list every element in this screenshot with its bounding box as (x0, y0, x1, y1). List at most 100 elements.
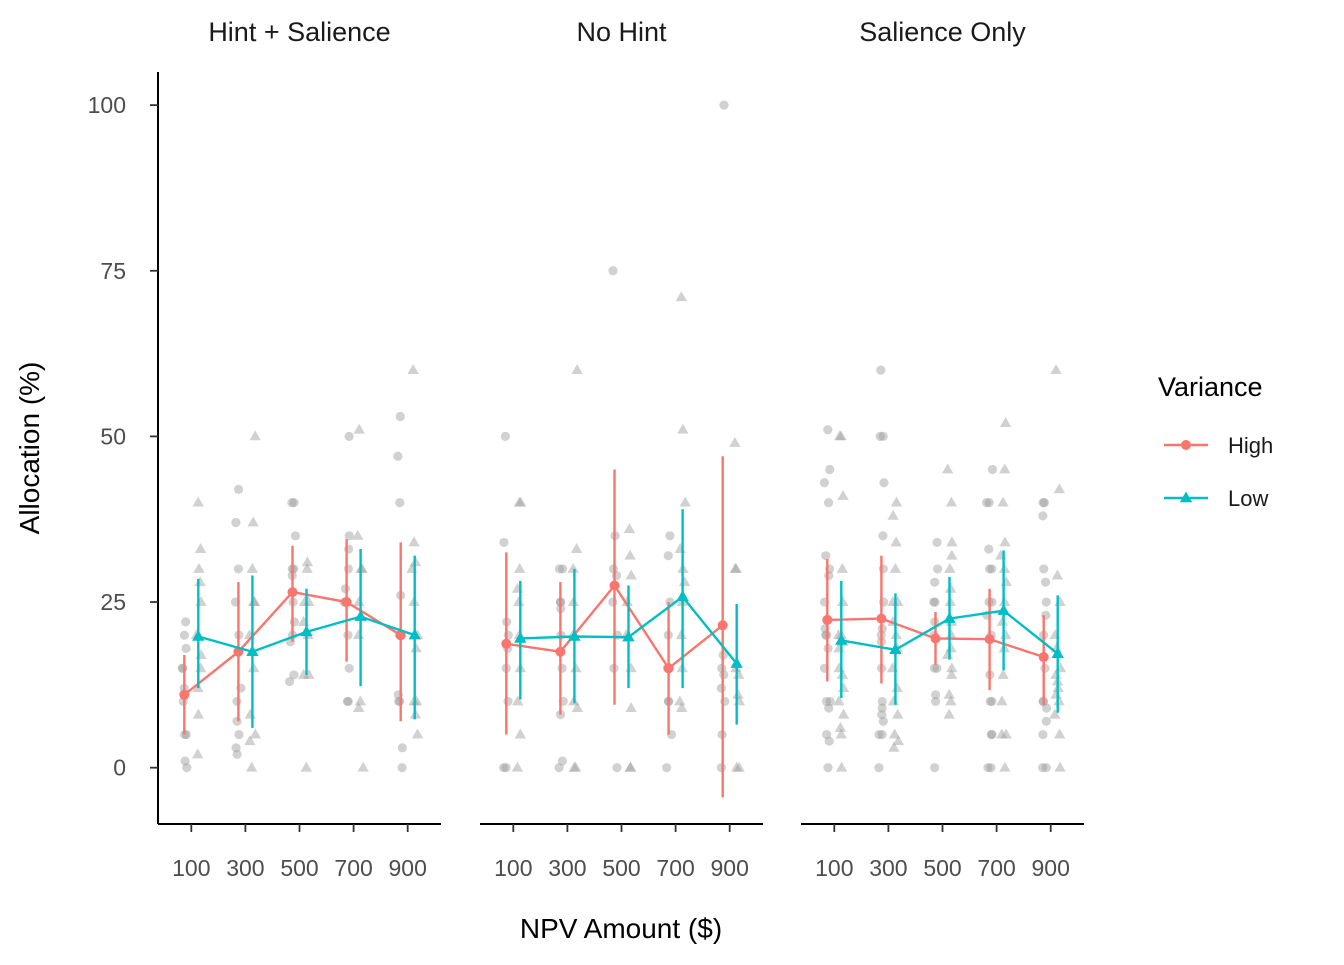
raw-point-high (234, 729, 244, 740)
raw-point-low (245, 761, 258, 772)
x-axis-title: NPV Amount ($) (520, 913, 722, 944)
raw-point-low (567, 562, 579, 573)
raw-point-low (513, 496, 526, 507)
raw-point-high (608, 597, 618, 607)
raw-point-high (663, 551, 673, 561)
raw-point-high (181, 617, 191, 627)
y-tick-label: 25 (100, 589, 126, 615)
raw-point-low (192, 748, 204, 759)
raw-point-low (356, 562, 368, 573)
raw-point-high (877, 696, 887, 707)
mean-point-high (287, 587, 298, 598)
mean-point-low (514, 631, 527, 643)
raw-point-low (352, 702, 365, 712)
legend-label-high: High (1228, 433, 1273, 458)
x-tick-label: 300 (869, 855, 907, 881)
raw-point-low (996, 728, 1008, 739)
raw-point-low (249, 430, 261, 441)
raw-point-low (888, 741, 900, 752)
raw-point-high (554, 564, 565, 574)
raw-point-low (674, 695, 686, 706)
raw-point-high (1038, 511, 1048, 521)
mean-point-low (889, 643, 902, 654)
raw-point-high (878, 431, 888, 442)
raw-point-high (608, 266, 618, 276)
raw-point-high (930, 696, 941, 707)
raw-point-high (878, 716, 888, 726)
raw-point-low (891, 682, 903, 693)
raw-point-low (887, 695, 900, 706)
raw-point-low (246, 562, 259, 573)
raw-point-low (837, 682, 850, 693)
legend-title: Variance (1158, 372, 1263, 402)
raw-point-high (932, 537, 942, 548)
raw-point-high (876, 365, 886, 375)
raw-point-low (1054, 596, 1066, 606)
raw-point-high (821, 551, 831, 561)
mean-point-low (676, 590, 689, 601)
raw-point-high (1038, 498, 1048, 508)
raw-point-low (513, 596, 525, 606)
raw-point-high (819, 478, 829, 488)
raw-point-low (511, 761, 524, 772)
raw-point-low (888, 728, 901, 739)
raw-point-high (984, 564, 995, 574)
raw-point-high (397, 763, 407, 773)
raw-point-low (1000, 576, 1012, 587)
raw-point-high (1039, 564, 1049, 574)
raw-point-low (834, 721, 847, 732)
raw-point-low (678, 576, 691, 587)
raw-point-high (1040, 663, 1050, 673)
raw-point-low (999, 417, 1012, 428)
raw-point-high (344, 531, 354, 541)
raw-point-low (194, 543, 207, 553)
raw-point-low (1049, 629, 1061, 640)
mean-point-high (341, 597, 352, 608)
raw-point-high (503, 630, 513, 640)
mean-point-high (1038, 652, 1049, 663)
raw-point-high (181, 643, 191, 654)
raw-point-high (557, 663, 567, 673)
raw-point-low (890, 536, 902, 547)
raw-point-high (877, 703, 887, 713)
raw-point-low (297, 668, 310, 679)
x-tick-label: 500 (602, 855, 640, 881)
raw-point-high (181, 729, 191, 740)
x-tick-label: 100 (172, 855, 210, 881)
raw-point-high (182, 763, 192, 773)
raw-point-high (874, 763, 884, 773)
raw-point-low (1000, 728, 1012, 739)
raw-point-low (945, 642, 957, 653)
y-axis-title: Allocation (%) (14, 362, 45, 535)
raw-point-high (1041, 763, 1051, 773)
raw-point-low (301, 562, 313, 573)
raw-point-high (824, 736, 834, 746)
raw-point-low (571, 364, 583, 375)
mean-point-low (192, 629, 205, 641)
raw-point-high (875, 431, 885, 442)
raw-point-low (943, 688, 955, 699)
raw-point-high (719, 100, 729, 110)
raw-point-high (931, 690, 941, 700)
raw-point-low (1053, 483, 1066, 494)
panel-title: Hint + Salience (208, 17, 390, 47)
raw-point-high (231, 743, 241, 753)
raw-point-high (929, 597, 939, 607)
raw-point-low (192, 496, 204, 507)
mean-point-low (408, 628, 421, 640)
raw-point-high (395, 411, 405, 422)
x-tick-label: 300 (548, 855, 586, 881)
raw-point-low (352, 629, 365, 640)
raw-point-low (352, 529, 364, 540)
raw-point-high (987, 464, 998, 475)
raw-point-low (837, 596, 849, 606)
raw-point-high (393, 451, 403, 461)
raw-point-high (499, 537, 509, 548)
raw-point-low (892, 708, 904, 719)
raw-point-high (179, 630, 190, 640)
raw-point-low (835, 761, 848, 772)
x-tick-label: 900 (389, 855, 427, 881)
raw-point-high (557, 756, 568, 766)
